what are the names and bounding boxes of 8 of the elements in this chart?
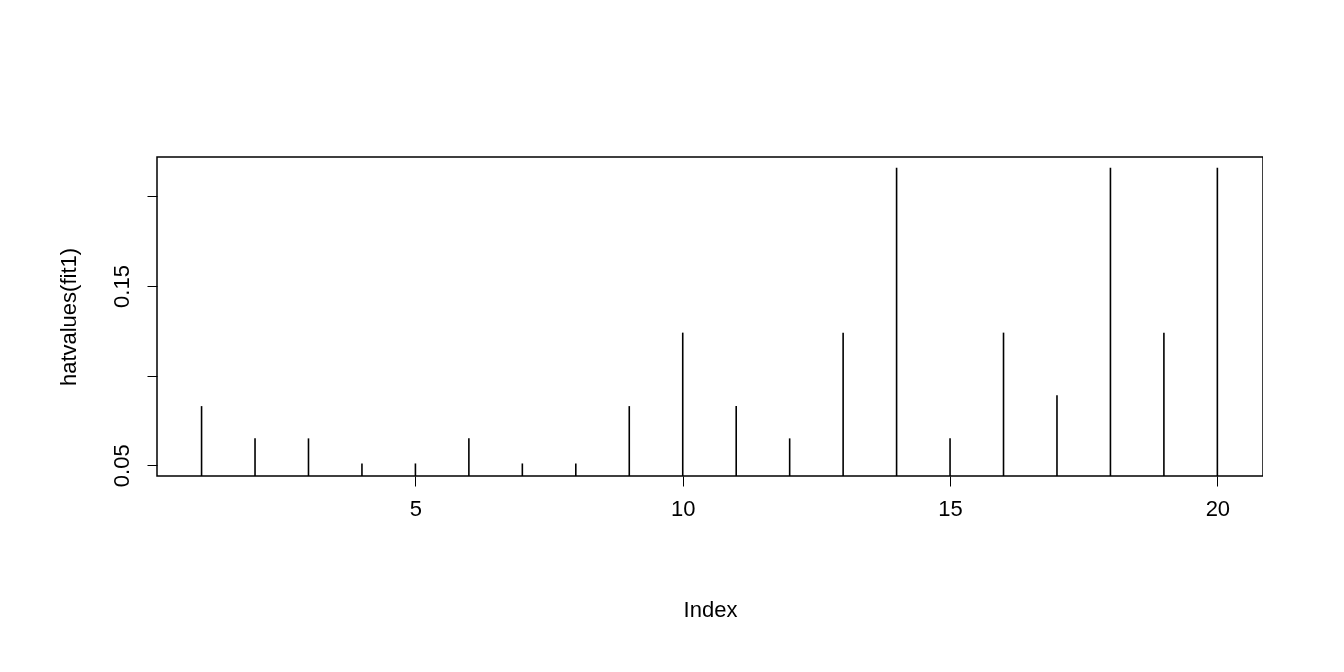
y-tick-label: 0.15 [108, 265, 134, 308]
x-tick-label: 10 [670, 495, 696, 521]
y-axis-title: hatvalues(fit1) [55, 247, 81, 387]
y-tick-label: 0.05 [108, 444, 134, 488]
x-axis-title: Index [683, 596, 738, 622]
x-tick-label: 5 [409, 495, 423, 521]
x-tick-label: 20 [1205, 495, 1231, 521]
x-tick-label: 15 [938, 495, 963, 521]
